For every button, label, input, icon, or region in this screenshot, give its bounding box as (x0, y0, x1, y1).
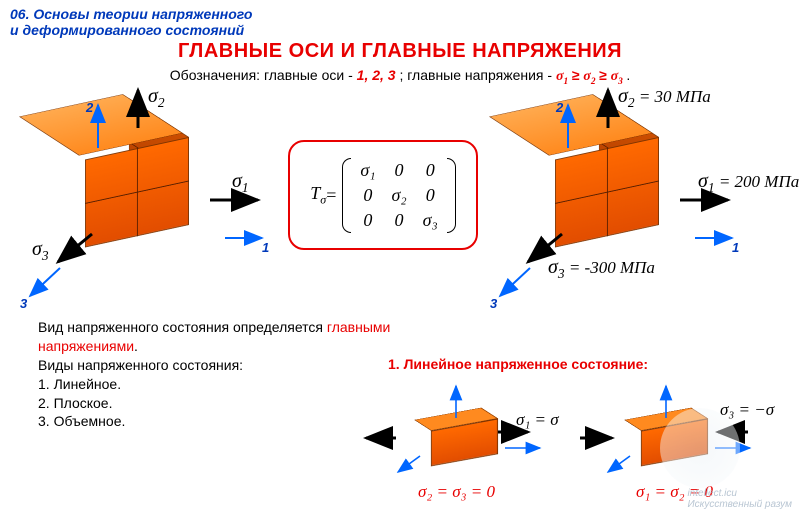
section-line2: и деформированного состояний (10, 22, 244, 38)
body-text: Вид напряженного состояния определяется … (38, 318, 478, 431)
sigma3-label-right: σ3 = -300 МПа (548, 256, 655, 282)
ineq-ge2: ≥ (599, 67, 607, 83)
sigma3-label-left: σ3 (32, 238, 49, 264)
sb2-top-eq: σ₃ = −σ (720, 400, 774, 420)
body-item3: 3. Объемное. (38, 412, 478, 431)
formula-matrix: σ₁00 0σ₂0 00σ₃ (342, 158, 455, 233)
ineq-sub2: 2 (591, 77, 596, 87)
notation-end: . (626, 67, 630, 83)
sigma1-label-right: σ1 = 200 МПа (698, 170, 799, 196)
axis1-label-left: 1 (262, 240, 269, 255)
ineq-ge1: ≥ (572, 67, 580, 83)
sb1-top-eq: σ₁ = σ (516, 410, 559, 430)
notation-prefix: Обозначения: главные оси - (170, 67, 357, 83)
axis1-label-right: 1 (732, 240, 739, 255)
watermark-logo (660, 408, 740, 488)
header: 06. Основы теории напряженного и деформи… (0, 0, 800, 87)
notation-line: Обозначения: главные оси - 1, 2, 3 ; гла… (10, 67, 790, 87)
body-line1: Вид напряженного состояния определяется … (38, 318, 478, 356)
axis3-label-left: 3 (20, 296, 27, 311)
case-title: 1. Линейное напряженное состояние: (388, 355, 648, 374)
body-item1: 1. Линейное. (38, 375, 478, 394)
ineq-sub1: 1 (564, 77, 569, 87)
sb1-bottom-eq: σ₂ = σ₃ = 0 (418, 482, 495, 502)
small-block-1 (422, 413, 489, 461)
notation-mid: ; главные напряжения - (399, 67, 555, 83)
section-line1: 06. Основы теории напряженного (10, 6, 252, 22)
body-item2: 2. Плоское. (38, 394, 478, 413)
ineq-s1: σ (556, 69, 564, 84)
axis3-label-right: 3 (490, 296, 497, 311)
formula-lhs: Tσ (310, 183, 326, 208)
section-number: 06. Основы теории напряженного и деформи… (10, 6, 790, 38)
axis2-label-left: 2 (86, 100, 93, 115)
watermark: intellect.icuИскусственный разум (687, 488, 792, 510)
formula-eq: = (326, 185, 336, 206)
axes-list: 1, 2, 3 (357, 67, 396, 83)
axis2-label-right: 2 (556, 100, 563, 115)
sigma2-label-right: σ2 = 30 МПа (618, 85, 711, 111)
page-title: ГЛАВНЫЕ ОСИ И ГЛАВНЫЕ НАПРЯЖЕНИЯ (10, 40, 790, 63)
formula-box: Tσ = σ₁00 0σ₂0 00σ₃ (288, 140, 478, 250)
sigma2-label-left: σ2 (148, 85, 165, 111)
ineq-s3: σ (611, 69, 619, 84)
ineq-s2: σ (583, 69, 591, 84)
sigma1-label-left: σ1 (232, 170, 249, 196)
